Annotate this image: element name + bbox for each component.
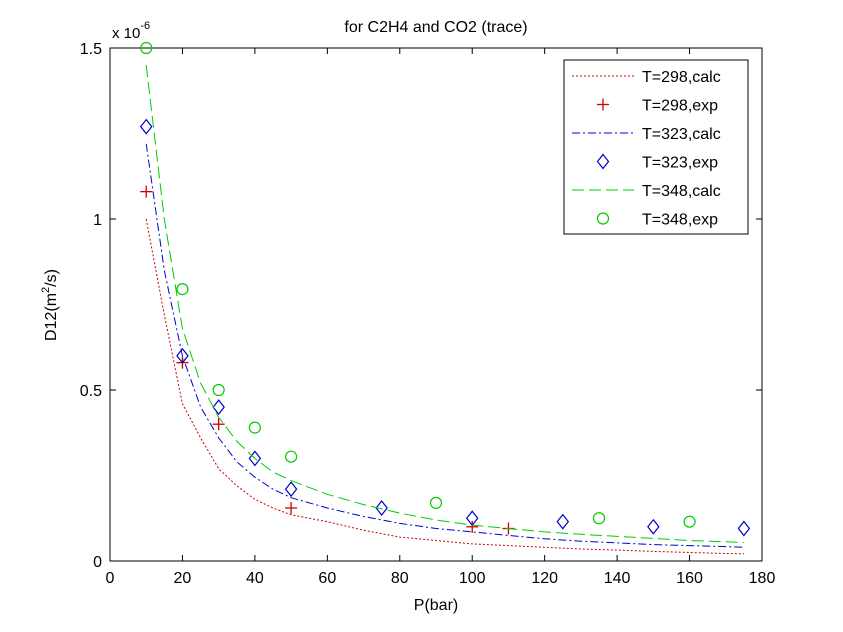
data-point [375,500,388,516]
legend: T=298,calc T=298,exp T=323,calc T=323,exp T=… [563,59,749,235]
data-point [737,520,751,537]
legend-swatch-marker [597,98,609,111]
series-line [145,218,744,555]
legend-label: T=298,calc [642,69,721,86]
data-point [212,399,225,416]
data-point [140,41,153,55]
data-point [592,512,606,525]
y-axis-label: D12(m2/s) [40,269,60,341]
series-line [145,143,744,548]
legend-entries: T=298,calc T=298,exp T=323,calc T=323,exp T=… [572,69,721,229]
legend-entry: T=298,exp [597,98,718,115]
x-tick-label: 40 [246,570,264,587]
data-point [466,520,479,533]
legend-swatch-marker [596,212,610,225]
data-point [285,450,298,463]
x-tick-label: 160 [676,570,703,587]
x-tick-label: 0 [106,570,115,587]
data-point [176,283,189,296]
data-point [429,496,443,509]
data-point [683,515,696,528]
data-point [176,347,189,364]
x-tick-label: 180 [749,570,776,587]
legend-entry: T=348,exp [596,212,718,229]
legend-entry: T=348,calc [572,183,721,200]
y-axis-multiplier-exponent: -6 [140,20,150,32]
data-point [248,421,261,434]
series-5 [140,41,696,528]
x-axis-label: P(bar) [414,597,458,614]
legend-entry: T=323,exp [596,153,718,172]
legend-swatch-marker [596,153,610,170]
y-tick-label: 0 [93,554,102,571]
data-point [139,118,153,135]
y-tick-label: 0.5 [80,383,102,400]
legend-label: T=348,exp [642,212,718,229]
series-line [145,65,744,543]
legend-entry: T=298,calc [572,69,721,86]
x-tick-label: 100 [459,570,486,587]
legend-label: T=323,exp [642,155,718,172]
y-axis-label-superscript: 2 [40,287,52,293]
data-point [212,418,225,431]
data-point [556,513,570,530]
x-tick-label: 140 [604,570,631,587]
chart-title: for C2H4 and CO2 (trace) [344,19,527,36]
x-tick-label: 80 [391,570,409,587]
data-point [647,518,660,535]
series-2 [145,143,744,548]
data-point [140,185,153,198]
y-axis-multiplier-base: x 10 [112,25,140,42]
data-point [285,501,298,514]
series-4 [145,65,744,543]
x-tick-label: 60 [318,570,336,587]
y-axis-multiplier: x 10-6 [112,20,150,42]
y-axis-label-suffix: /s) [43,269,60,287]
data-point [248,450,262,467]
y-tick-label: 1 [93,212,102,229]
x-tick-label: 120 [531,570,558,587]
legend-box [563,59,749,235]
axes-ticks: 0 20 40 60 80 100 120 140 160 180 0 0.5 1 1.5 [80,41,776,587]
legend-entry: T=323,calc [572,126,721,143]
data-point [284,481,298,498]
series-3 [139,118,751,537]
series-0 [145,218,744,555]
y-tick-label: 1.5 [80,41,102,58]
data-point [212,383,225,397]
legend-label: T=323,calc [642,126,721,143]
x-tick-label: 20 [174,570,192,587]
series-layer [139,41,751,555]
y-axis-label-prefix: D12(m [43,293,60,341]
legend-label: T=298,exp [642,98,718,115]
legend-label: T=348,calc [642,183,721,200]
